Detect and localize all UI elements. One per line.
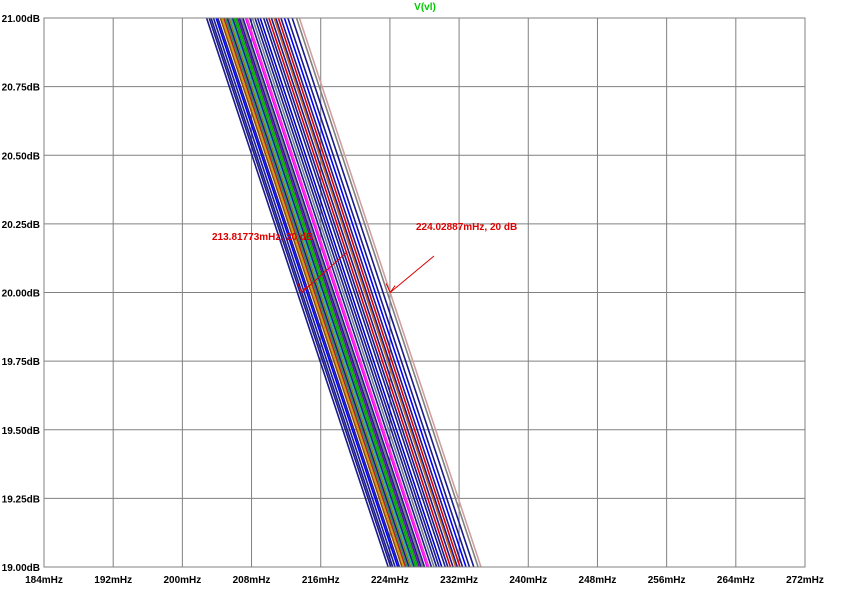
trace-line [217, 17, 401, 568]
y-tick-label: 20.25dB [2, 220, 40, 231]
x-tick-label: 200mHz [163, 575, 201, 586]
trace-line [277, 17, 461, 568]
cursor-label: 224.02887mHz, 20 dB [416, 222, 517, 233]
x-tick-label: 216mHz [302, 575, 340, 586]
trace-line [295, 17, 479, 568]
x-tick-label: 264mHz [717, 575, 755, 586]
trace-line [238, 17, 422, 568]
trace-line [274, 17, 459, 568]
cursor-arrowhead [385, 283, 396, 294]
trace-line [240, 17, 424, 568]
y-tick-label: 19.00dB [2, 563, 40, 574]
trace-line [283, 17, 467, 568]
cursor-label: 213.81773mHz, 20 dB [212, 232, 313, 243]
x-axis-tick-labels: 184mHz 192mHz 200mHz 208mHz 216mHz 224mHz 232m… [25, 575, 824, 586]
trace-line [233, 17, 417, 568]
y-tick-label: 20.00dB [2, 289, 40, 300]
grid [43, 17, 806, 568]
plot-border [43, 17, 806, 568]
x-tick-label: 192mHz [94, 575, 132, 586]
trace-line [212, 17, 396, 568]
y-axis-tick-labels: 21.00dB 20.75dB 20.50dB 20.25dB 20.00dB 19.75… [2, 14, 40, 574]
trace-line [230, 17, 414, 568]
trace-line [287, 17, 471, 568]
trace-line [280, 17, 464, 568]
trace-line [256, 17, 440, 568]
y-tick-label: 20.75dB [2, 83, 40, 94]
x-tick-label: 184mHz [25, 575, 63, 586]
trace-line [251, 17, 435, 568]
trace-line [273, 17, 457, 568]
trace-line [244, 17, 428, 568]
trace-title[interactable]: V(vl) [414, 2, 436, 13]
x-tick-label: 224mHz [371, 575, 409, 586]
trace-line [291, 17, 475, 568]
trace-line [205, 17, 389, 568]
y-tick-label: 19.50dB [2, 426, 40, 437]
x-tick-label: 256mHz [648, 575, 686, 586]
trace-line [268, 17, 452, 568]
trace-line [223, 17, 407, 568]
cursor-annotations: 213.81773mHz, 20 dB 224.02887mHz, 20 dB [212, 222, 517, 294]
x-tick-label: 208mHz [233, 575, 271, 586]
cursor-arrow [301, 251, 348, 293]
trace-line [249, 17, 433, 568]
y-tick-label: 20.50dB [2, 151, 40, 162]
trace-line [228, 17, 412, 568]
cursor-arrow [389, 255, 435, 293]
x-tick-label: 272mHz [786, 575, 824, 586]
trace-line [221, 17, 405, 568]
trace-line [242, 17, 426, 568]
trace-line [265, 17, 449, 568]
trace-line [224, 17, 408, 568]
trace-line [254, 17, 438, 568]
trace-group [205, 17, 482, 568]
trace-line [231, 17, 415, 568]
trace-line [236, 17, 421, 568]
trace-line [259, 17, 443, 568]
x-tick-label: 248mHz [579, 575, 617, 586]
trace-line [219, 17, 403, 568]
y-tick-label: 21.00dB [2, 14, 40, 25]
trace-line [246, 17, 430, 568]
trace-line [270, 17, 454, 568]
x-tick-label: 232mHz [440, 575, 478, 586]
trace-line [215, 17, 399, 568]
trace-line [262, 17, 447, 568]
y-tick-label: 19.25dB [2, 494, 40, 505]
x-tick-label: 240mHz [509, 575, 547, 586]
cursor-arrowhead [297, 283, 308, 294]
trace-line [208, 17, 392, 568]
trace-line [226, 17, 410, 568]
y-tick-label: 19.75dB [2, 357, 40, 368]
trace-line [235, 17, 419, 568]
